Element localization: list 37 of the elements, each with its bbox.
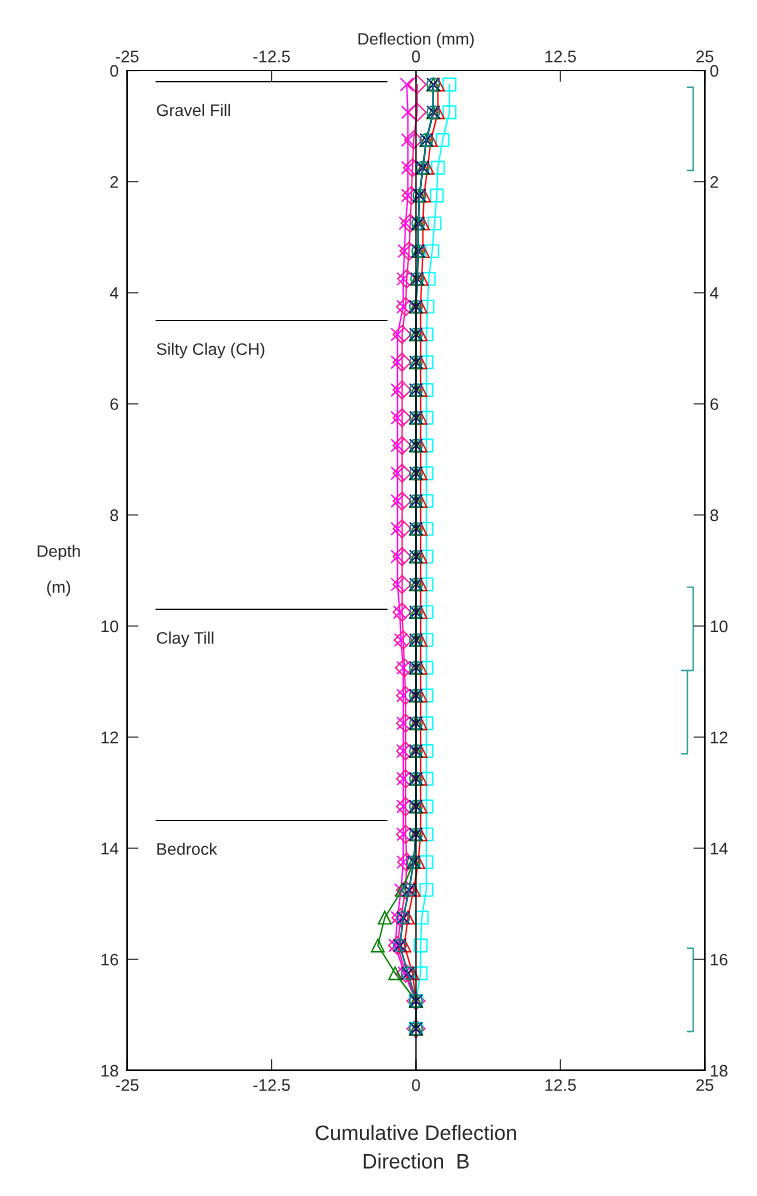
y2-tick-label: 10: [710, 620, 728, 633]
ref-line-label: Gravel Fill: [156, 103, 230, 117]
x2-axis-title: Deflection (mm): [358, 32, 474, 49]
y-tick-label: 14: [101, 842, 119, 855]
x2-tick-label: 0: [411, 1079, 420, 1091]
y-tick-label: 16: [101, 953, 119, 966]
y2-tick-label: 4: [710, 287, 719, 299]
y2-tick-label: 0: [710, 64, 719, 77]
x-tick-label: 25: [696, 50, 714, 63]
x-tick-label: 0: [411, 50, 420, 63]
x-tick-label: 12.5: [545, 50, 576, 63]
y-tick-label: 4: [109, 287, 119, 299]
y-tick-label: 12: [101, 731, 119, 744]
y-tick-label: 10: [101, 620, 119, 633]
ref-line-label: Bedrock: [157, 842, 218, 855]
ref-line-label: Silty Clay (CH): [156, 342, 265, 359]
y2-tick-label: 18: [710, 1064, 728, 1077]
x2-tick-label: -12.5: [253, 1079, 290, 1091]
y2-tick-label: 6: [710, 398, 719, 411]
y2-tick-label: 2: [710, 176, 719, 188]
x-tick-label: -12.5: [253, 50, 290, 63]
y-tick-label: 0: [110, 64, 119, 77]
y-tick-label: 18: [101, 1064, 119, 1077]
text: Depth (m): [37, 544, 80, 597]
x2-tick-label: 25: [696, 1079, 714, 1091]
ref-line-label: Clay Till: [156, 631, 214, 648]
y2-tick-label: 16: [710, 953, 728, 966]
y-tick-label: 6: [110, 398, 119, 411]
y2-tick-label: 14: [710, 842, 728, 855]
x-axis-title: Cumulative Deflection Direction B: [315, 1124, 516, 1169]
x-tick-label: -25: [115, 50, 139, 63]
x2-tick-label: 12.5: [545, 1079, 576, 1091]
y-tick-label: 2: [110, 176, 119, 188]
x2-tick-label: -25: [115, 1079, 139, 1091]
y2-tick-label: 12: [710, 731, 728, 744]
y2-tick-label: 8: [710, 509, 719, 522]
y-tick-label: 8: [110, 509, 119, 522]
